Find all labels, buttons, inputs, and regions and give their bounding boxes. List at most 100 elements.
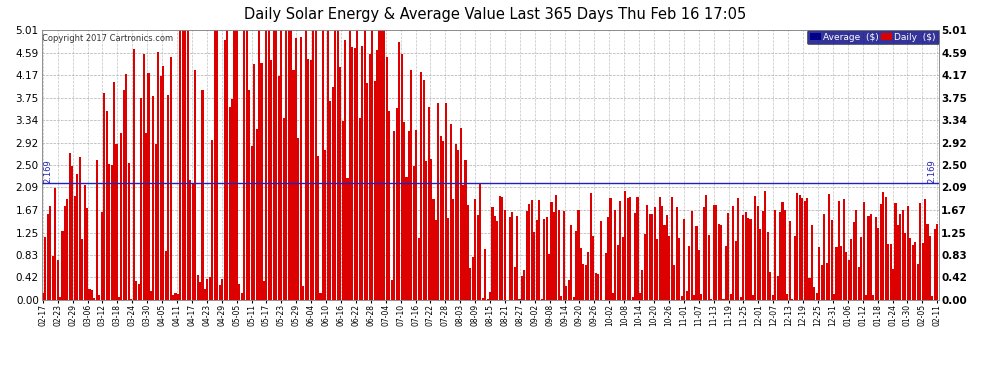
Bar [703, 207, 705, 300]
Bar [917, 264, 919, 300]
Bar [462, 184, 464, 300]
Bar [241, 293, 243, 300]
Bar [700, 294, 703, 300]
Bar [531, 200, 533, 300]
Bar [143, 54, 145, 300]
Bar [445, 104, 446, 300]
Bar [182, 30, 184, 300]
Bar [361, 46, 363, 300]
Bar [260, 63, 262, 300]
Bar [681, 296, 683, 300]
Bar [430, 159, 432, 300]
Bar [550, 202, 552, 300]
Bar [501, 196, 503, 300]
Bar [494, 216, 496, 300]
Bar [595, 273, 597, 300]
Bar [177, 294, 179, 300]
Bar [590, 194, 592, 300]
Bar [459, 128, 461, 300]
Bar [443, 141, 445, 300]
Bar [828, 194, 831, 300]
Bar [786, 294, 788, 300]
Bar [663, 225, 665, 300]
Bar [59, 297, 61, 300]
Bar [378, 30, 380, 300]
Bar [929, 236, 931, 300]
Bar [258, 30, 260, 300]
Bar [544, 219, 545, 300]
Bar [656, 239, 658, 300]
Bar [605, 252, 607, 300]
Bar [749, 219, 751, 300]
Bar [781, 202, 783, 300]
Bar [552, 211, 555, 300]
Bar [912, 244, 914, 300]
Bar [658, 196, 660, 300]
Bar [804, 201, 806, 300]
Bar [880, 204, 882, 300]
Bar [809, 278, 811, 300]
Bar [791, 299, 793, 300]
Bar [577, 210, 579, 300]
Bar [197, 275, 199, 300]
Bar [51, 256, 53, 300]
Bar [761, 211, 764, 300]
Bar [747, 217, 749, 300]
Bar [842, 199, 844, 300]
Bar [615, 210, 617, 300]
Bar [202, 90, 204, 300]
Bar [757, 206, 759, 300]
Bar [752, 295, 754, 300]
Bar [204, 288, 206, 300]
Bar [887, 244, 889, 300]
Bar [148, 72, 149, 300]
Bar [774, 210, 776, 300]
Bar [290, 30, 292, 300]
Bar [617, 245, 619, 300]
Bar [927, 225, 929, 300]
Bar [108, 164, 110, 300]
Bar [690, 211, 693, 300]
Bar [673, 265, 675, 300]
Bar [123, 90, 125, 300]
Bar [831, 220, 833, 300]
Bar [794, 236, 796, 300]
Bar [610, 198, 612, 300]
Bar [113, 81, 115, 300]
Bar [582, 264, 584, 300]
Bar [263, 282, 265, 300]
Bar [627, 198, 629, 300]
Bar [639, 293, 641, 300]
Bar [784, 210, 786, 300]
Bar [322, 30, 324, 300]
Bar [824, 214, 826, 300]
Bar [88, 290, 90, 300]
Bar [592, 236, 594, 300]
Bar [86, 209, 88, 300]
Bar [305, 30, 307, 300]
Bar [541, 299, 543, 300]
Bar [76, 174, 78, 300]
Bar [282, 118, 285, 300]
Bar [826, 263, 828, 300]
Bar [806, 198, 808, 300]
Bar [131, 299, 133, 300]
Bar [529, 204, 531, 300]
Bar [61, 231, 63, 300]
Bar [457, 150, 459, 300]
Bar [686, 291, 688, 300]
Bar [902, 210, 904, 300]
Bar [371, 30, 373, 300]
Bar [796, 193, 798, 300]
Bar [937, 224, 939, 300]
Bar [771, 296, 774, 300]
Bar [713, 205, 715, 300]
Bar [391, 280, 393, 300]
Bar [909, 238, 912, 300]
Bar [708, 234, 710, 300]
Bar [838, 201, 841, 300]
Bar [317, 156, 319, 300]
Bar [164, 251, 166, 300]
Bar [172, 295, 174, 300]
Bar [234, 30, 236, 300]
